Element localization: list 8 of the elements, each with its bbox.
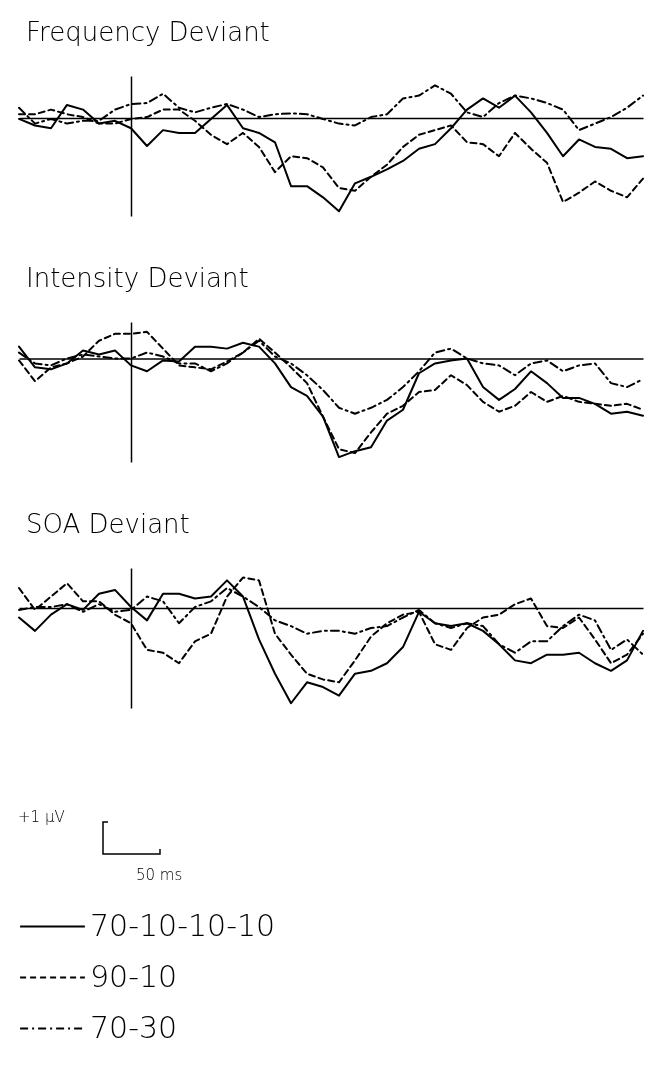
chart-title: SOA Deviant	[26, 509, 190, 539]
chart-title: Intensity Deviant	[26, 263, 249, 293]
legend-label: 70-30	[90, 1009, 178, 1045]
legend-label: 90-10	[90, 958, 178, 994]
legend-label: 70-10-10-10	[90, 907, 276, 943]
text: +1 µV	[18, 808, 65, 826]
chart-title: Frequency Deviant	[26, 17, 270, 47]
text: 50 ms	[136, 866, 183, 884]
